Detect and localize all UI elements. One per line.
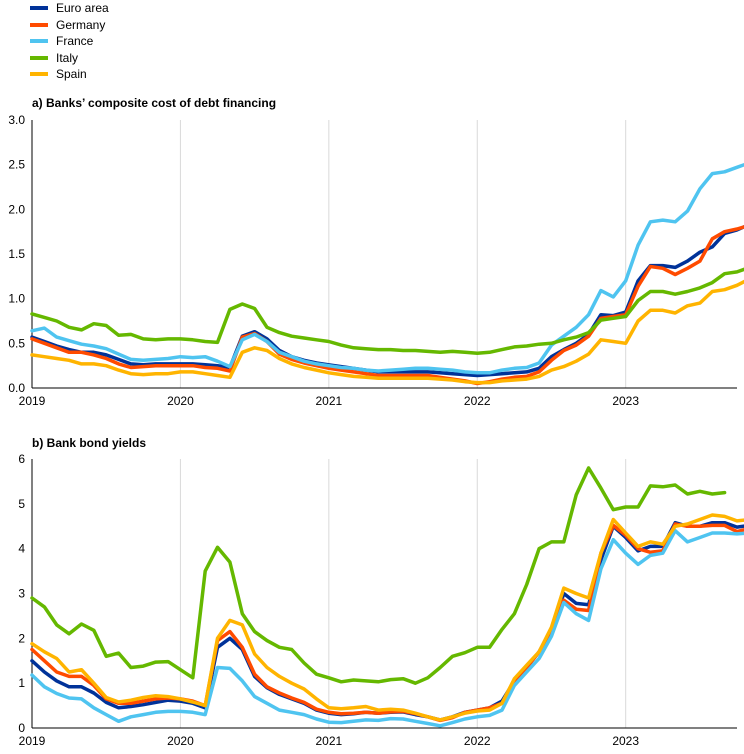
legend: Euro area Germany France Italy Spain [30, 0, 109, 83]
panel-a-y-tick-label: 1.5 [8, 247, 25, 261]
panel-b-y-tick-label: 1 [18, 676, 25, 690]
legend-item-germany: Germany [30, 17, 109, 34]
legend-swatch-italy [30, 55, 48, 60]
panel-b-x-tick-label: 2023 [612, 734, 639, 748]
panel-a-x-tick-label: 2023 [612, 394, 639, 407]
panel-a-y-tick-label: 1.0 [8, 292, 25, 306]
legend-label-spain: Spain [56, 67, 87, 82]
panel-b-title: b) Bank bond yields [32, 436, 147, 450]
panel-b-y-tick-label: 6 [18, 452, 25, 466]
panel-a-y-tick-label: 0.0 [8, 381, 25, 395]
panel-b-series-spain [30, 513, 744, 722]
panel-a-chart: 0.0 0.5 1.0 1.5 2.0 2.5 3.0 2019 2020 2021 2022 202… [8, 113, 744, 407]
legend-item-france: France [30, 33, 109, 50]
panel-a-y-tick-label: 2.0 [8, 202, 25, 216]
panel-b-y-tick-label: 3 [18, 587, 25, 601]
panel-a-x-tick-label: 2022 [464, 394, 491, 407]
panel-b-chart: 0 1 2 3 4 5 6 2019 2020 2021 2022 2023 [18, 452, 744, 748]
legend-label-france: France [56, 34, 94, 49]
panel-a-title: a) Banks’ composite cost of debt financi… [32, 96, 277, 110]
panel-a-x-tick-label: 2019 [19, 394, 46, 407]
panel-b-series-euro-area [30, 520, 744, 722]
panel-a-y-tick-label: 2.5 [8, 158, 25, 172]
panel-a-x-tick-label: 2021 [315, 394, 342, 407]
legend-swatch-france [30, 39, 48, 44]
panel-b-x-tick-label: 2021 [315, 734, 342, 748]
panel-b-y-tick-label: 4 [18, 542, 25, 556]
legend-label-germany: Germany [56, 17, 106, 32]
panel-a-series-france [30, 162, 744, 375]
panel-b-y-tick-label: 2 [18, 631, 25, 645]
legend-swatch-germany [30, 22, 48, 27]
panel-b-y-tick-label: 5 [18, 497, 25, 511]
legend-swatch-spain [30, 72, 48, 77]
legend-swatch-euro-area [30, 6, 48, 11]
legend-label-euro-area: Euro area [56, 1, 109, 16]
legend-item-spain: Spain [30, 66, 109, 83]
panel-b-x-tick-label: 2019 [19, 734, 46, 748]
legend-item-italy: Italy [30, 50, 109, 67]
legend-label-italy: Italy [56, 50, 79, 65]
panel-b-series-germany [30, 522, 744, 723]
panel-a-y-tick-label: 0.5 [8, 336, 25, 350]
panel-a-y-tick-label: 3.0 [8, 113, 25, 127]
panel-b-y-tick-label: 0 [18, 721, 25, 735]
panel-a-series-spain [30, 279, 744, 385]
legend-item-euro-area: Euro area [30, 0, 109, 17]
panel-b-series-france [30, 528, 744, 728]
panel-a-series-italy [30, 267, 744, 355]
panel-a-x-tick-label: 2020 [167, 394, 194, 407]
panel-b-series-italy [30, 466, 727, 685]
panel-a-series-germany [30, 225, 744, 386]
panel-b-x-tick-label: 2022 [464, 734, 491, 748]
panel-b-x-tick-label: 2020 [167, 734, 194, 748]
